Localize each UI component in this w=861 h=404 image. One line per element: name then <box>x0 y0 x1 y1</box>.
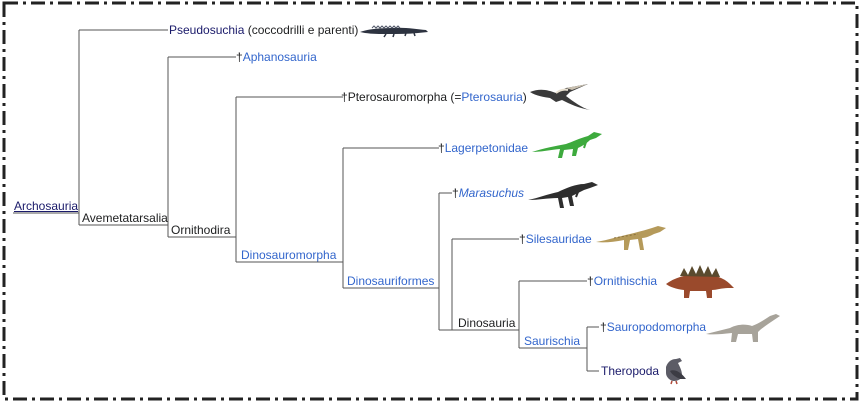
taxon-pseudosuchia-link[interactable]: Pseudosuchia <box>169 23 245 37</box>
clade-label-dinosauriformes[interactable]: Dinosauriformes <box>347 274 435 288</box>
taxon-theropoda-link[interactable]: Theropoda <box>601 364 660 378</box>
extinct-dagger: † <box>600 320 607 334</box>
extinct-dagger: † <box>341 90 348 104</box>
clade-label-saurischia[interactable]: Saurischia <box>524 334 581 348</box>
taxon-lagerpetonidae: †Lagerpetonidae <box>438 141 528 155</box>
taxon-pseudosuchia-note: (coccodrilli e parenti) <box>244 23 359 37</box>
clade-label-dinosauria: Dinosauria <box>458 316 516 330</box>
clade-label-dinosauromorpha[interactable]: Dinosauromorpha <box>241 248 337 262</box>
taxon-lagerpetonidae-link[interactable]: Lagerpetonidae <box>444 141 529 155</box>
taxon-ornithischia: †Ornithischia <box>587 274 657 288</box>
taxon-pterosauria-link[interactable]: Pterosauria <box>461 90 523 104</box>
clade-label-avemetatarsalia: Avemetatarsalia <box>82 211 168 225</box>
lagerpetid-icon <box>532 132 602 158</box>
stegosaur-icon <box>666 265 734 298</box>
taxon-marasuchus-link[interactable]: Marasuchus <box>458 186 525 200</box>
taxon-sauropodomorpha: †Sauropodomorpha <box>600 320 706 334</box>
extinct-dagger: † <box>452 186 459 200</box>
clade-label-ornithodira: Ornithodira <box>171 223 231 237</box>
taxon-pseudosuchia: Pseudosuchia (coccodrilli e parenti) <box>169 23 358 37</box>
paren-close: ) <box>522 90 527 104</box>
extinct-dagger: † <box>587 274 594 288</box>
taxon-marasuchus: †Marasuchus <box>452 186 524 200</box>
silesaurid-icon <box>596 226 666 250</box>
extinct-dagger: † <box>438 141 445 155</box>
taxon-silesauridae: †Silesauridae <box>519 232 592 246</box>
extinct-dagger: † <box>236 50 243 64</box>
taxon-aphanosauria: †Aphanosauria <box>236 50 317 64</box>
crocodile-icon <box>360 25 428 38</box>
taxon-aphanosauria-link[interactable]: Aphanosauria <box>242 50 317 64</box>
pterosaur-icon <box>530 84 590 110</box>
root-label-archosauria[interactable]: Archosauria <box>14 199 79 213</box>
taxon-pterosauromorpha-name: Pterosauromorpha <box>347 90 448 104</box>
marasuchus-icon <box>528 182 598 208</box>
sauropod-icon <box>706 314 780 342</box>
extinct-dagger: † <box>519 232 526 246</box>
taxon-ornithischia-link[interactable]: Ornithischia <box>593 274 658 288</box>
taxon-silesauridae-link[interactable]: Silesauridae <box>525 232 592 246</box>
paren-open: (= <box>447 90 462 104</box>
taxon-sauropodomorpha-link[interactable]: Sauropodomorpha <box>606 320 707 334</box>
taxon-pterosauromorpha: †Pterosauromorpha (=Pterosauria) <box>341 90 527 104</box>
pigeon-icon <box>666 358 686 385</box>
